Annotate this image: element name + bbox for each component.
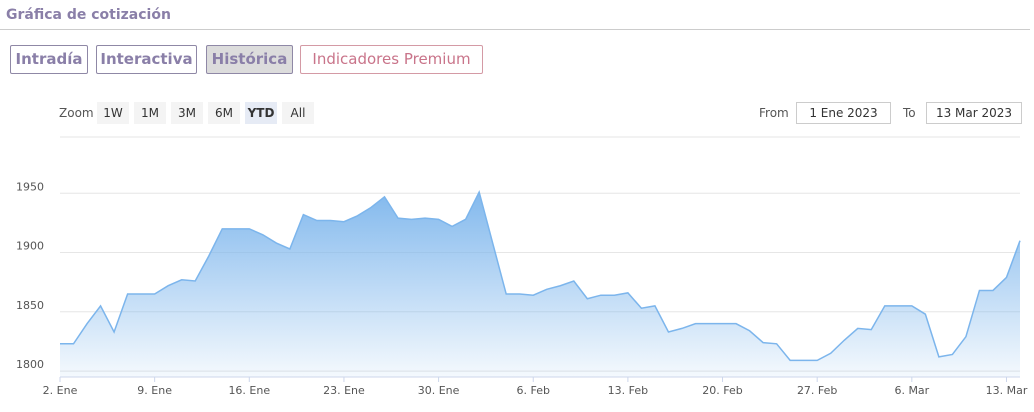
zoom-button[interactable]: 1W [97,102,129,124]
x-tick-label: 23. Ene [323,384,365,397]
zoom-button[interactable]: 6M [208,102,240,124]
tab-premium[interactable]: Indicadores Premium [300,45,483,74]
x-tick-label: 6. Mar [894,384,929,397]
y-tick-label: 1900 [16,240,44,253]
area-line [60,189,1021,362]
y-tick-label: 1800 [16,358,44,371]
x-tick-label: 16. Ene [228,384,270,397]
tab-active[interactable]: Histórica [206,45,293,74]
x-tick-label: 13. Mar [986,384,1028,397]
x-tick-label: 6. Feb [517,384,550,397]
x-tick-label: 9. Ene [137,384,172,397]
to-label: To [903,106,916,120]
tab[interactable]: Intradía [10,45,88,74]
x-tick-label: 27. Feb [797,384,837,397]
area-fill [60,192,1020,377]
zoom-button[interactable]: 1M [134,102,166,124]
y-tick-label: 1950 [16,180,44,193]
x-tick-label: 20. Feb [702,384,742,397]
tab[interactable]: Interactiva [96,45,197,74]
x-tick-label: 13. Feb [608,384,648,397]
section-title: Gráfica de cotización [6,7,171,23]
divider [0,29,1030,30]
y-tick-label: 1850 [16,299,44,312]
from-label: From [759,106,789,120]
from-input[interactable]: 1 Ene 2023 [796,102,891,124]
x-tick-label: 2. Ene [43,384,78,397]
zoom-button[interactable]: All [282,102,314,124]
zoom-button[interactable]: 3M [171,102,203,124]
zoom-button-active[interactable]: YTD [245,102,277,124]
zoom-label: Zoom [59,106,94,120]
to-input[interactable]: 13 Mar 2023 [926,102,1022,124]
x-tick-label: 30. Ene [418,384,460,397]
